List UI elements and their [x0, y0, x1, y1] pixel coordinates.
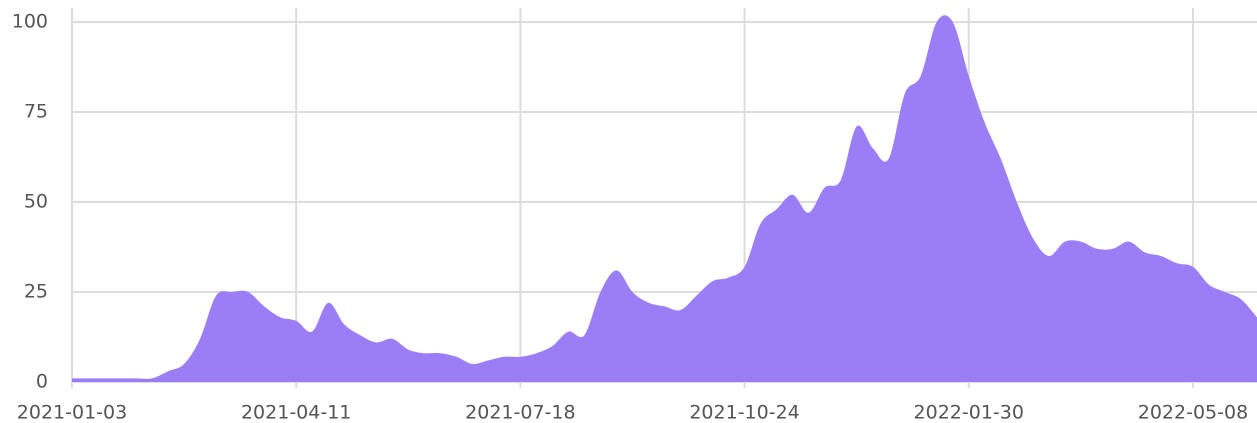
layer: 0 25 50 75 100 2021-01-03 2021-04-11 2021-07-18…	[12, 11, 1248, 423]
y-tick-label: 100	[12, 11, 48, 33]
x-tick-label: 2021-04-11	[241, 402, 351, 423]
x-tick-label: 2021-10-24	[689, 402, 799, 423]
layer	[71, 8, 1257, 388]
x-tick-label: 2021-07-18	[465, 402, 575, 423]
layer	[72, 15, 1257, 382]
x-tick-label: 2021-01-03	[17, 402, 127, 423]
x-tick-label: 2022-05-08	[1138, 402, 1248, 423]
y-tick-label: 0	[36, 371, 48, 393]
y-tick-label: 25	[24, 281, 48, 303]
y-tick-label: 75	[24, 101, 48, 123]
area	[72, 15, 1257, 382]
y-tick-label: 50	[24, 191, 48, 213]
x-tick-label: 2022-01-30	[914, 402, 1024, 423]
